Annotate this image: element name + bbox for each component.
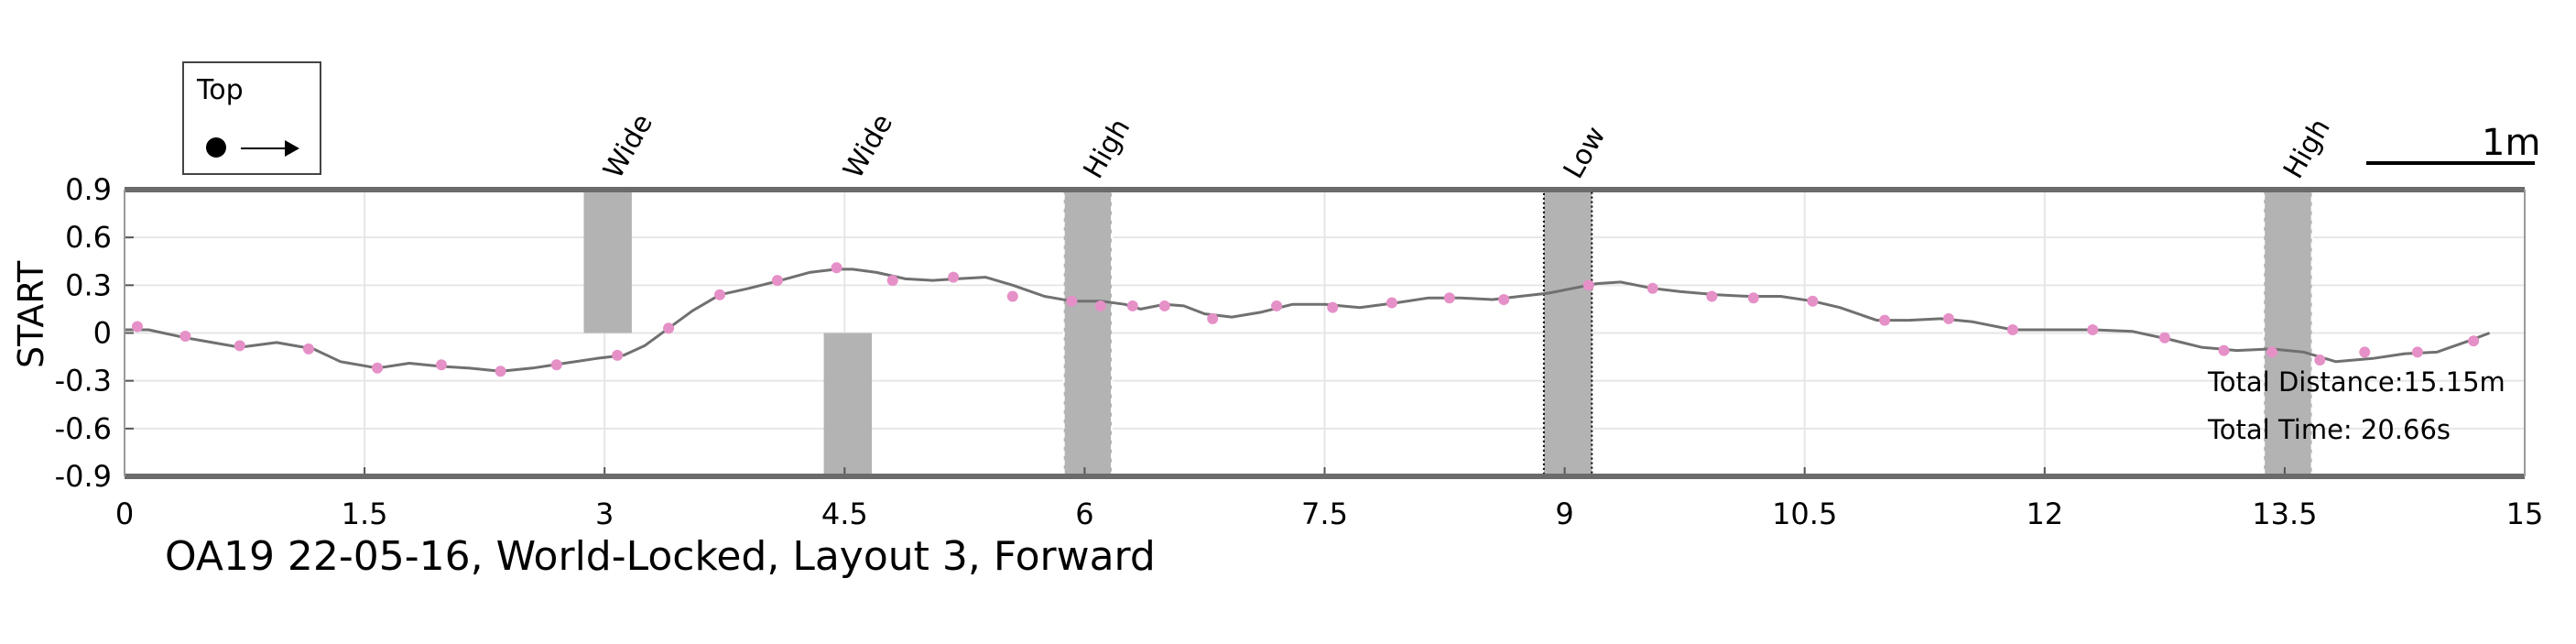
trajectory-marker <box>179 330 191 342</box>
trajectory-path <box>125 267 2491 373</box>
total-time: Total Time: 20.66s <box>2208 414 2451 445</box>
tick-labels: 0 1.5 3 4.5 6 7.5 9 10.5 12 13.5 15 0.9 0.6 0.3 0 -0.3 -… <box>55 172 2544 531</box>
trajectory-marker <box>550 359 562 371</box>
trajectory-marker <box>2218 344 2230 356</box>
trajectory-marker <box>2266 346 2277 358</box>
trajectory-marker <box>2359 346 2371 358</box>
trajectory-marker <box>771 275 783 287</box>
trajectory-marker <box>831 262 842 274</box>
obstacle-label: Wide <box>837 109 899 184</box>
trajectory-marker <box>2314 355 2326 366</box>
trajectory-marker <box>886 275 898 287</box>
obstacle-high <box>1062 189 1114 477</box>
x-tick-label: 9 <box>1555 497 1573 531</box>
y-tick-label: 0.9 <box>65 172 112 207</box>
y-tick-label: -0.9 <box>55 459 112 494</box>
trajectory-line <box>125 267 2491 373</box>
x-tick-label: 1.5 <box>342 497 388 531</box>
trajectory-marker <box>1942 312 1954 324</box>
trajectory-marker <box>1582 279 1594 291</box>
trajectory-marker <box>1094 300 1106 311</box>
x-tick-label: 7.5 <box>1301 497 1348 531</box>
trajectory-marker <box>1879 314 1891 326</box>
trajectory-marker <box>1006 290 1018 302</box>
x-tick-label: 10.5 <box>1772 497 1837 531</box>
x-tick-label: 0 <box>115 497 134 531</box>
plot-frame <box>124 187 2526 479</box>
x-tick-label: 12 <box>2026 497 2063 531</box>
trajectory-marker <box>495 366 506 377</box>
y-tick-label: 0 <box>93 316 112 351</box>
obstacle-wide <box>823 333 873 476</box>
trajectory-marker <box>1706 290 1718 302</box>
legend: Top <box>182 61 321 175</box>
trajectory-marker <box>1126 300 1138 311</box>
trajectory-marker <box>948 271 960 283</box>
trajectory-marker <box>612 349 624 361</box>
trajectory-marker <box>1066 295 1078 307</box>
trajectory-marker <box>2158 332 2170 344</box>
scale-bar <box>2366 161 2535 165</box>
trajectory-marker <box>302 343 314 355</box>
legend-marker-icon <box>206 137 226 158</box>
trajectory-marker <box>234 340 245 352</box>
trajectory-marker <box>714 289 726 300</box>
legend-arrow-icon <box>241 140 299 157</box>
y-tick-label: 0.3 <box>65 267 112 302</box>
scale-bar-label: 1m <box>2482 122 2541 164</box>
total-distance: Total Distance:15.15m <box>2208 366 2505 398</box>
trajectory-marker <box>2006 324 2018 336</box>
trajectory-marker <box>1327 301 1339 313</box>
x-tick-label: 4.5 <box>821 497 868 531</box>
trajectory-marker <box>2468 335 2480 347</box>
trajectory-marker <box>1158 300 1170 311</box>
x-tick-label: 6 <box>1075 497 1093 531</box>
trajectory-marker <box>1807 295 1819 307</box>
trajectory-marker <box>1647 282 1658 294</box>
trajectory-marker <box>372 362 384 374</box>
x-tick-label: 3 <box>595 497 614 531</box>
obstacle-label: Wide <box>597 109 659 184</box>
x-tick-label: 13.5 <box>2252 497 2317 531</box>
y-axis-label: START <box>11 260 51 368</box>
trajectory-marker <box>1207 312 1219 324</box>
obstacle-low <box>1542 189 1593 477</box>
y-tick-label: 0.6 <box>65 220 112 255</box>
trajectory-marker <box>1498 293 1510 305</box>
legend-title: Top <box>197 74 244 106</box>
trajectory-marker <box>2411 346 2423 358</box>
obstacle-wide <box>583 190 632 333</box>
trajectory-marker <box>1443 292 1455 304</box>
obstacle-label: High <box>1078 114 1137 184</box>
y-tick-label: -0.6 <box>55 411 112 446</box>
obstacle-label: High <box>2277 114 2337 184</box>
x-tick-label: 15 <box>2506 497 2544 531</box>
trajectory-marker <box>1386 297 1397 309</box>
obstacles <box>583 189 2313 477</box>
trajectory-marker <box>663 322 675 334</box>
trajectory-marker <box>435 359 447 371</box>
obstacle-labels: Wide Wide High Low High <box>597 109 2336 184</box>
chart-caption: OA19 22-05-16, World-Locked, Layout 3, F… <box>165 533 1156 580</box>
trajectory-marker <box>1747 292 1759 304</box>
trajectory-marker <box>1271 300 1283 311</box>
trajectory-marker <box>2087 324 2099 336</box>
trajectory-marker <box>131 321 143 333</box>
obstacle-label: Low <box>1558 121 1613 184</box>
y-tick-label: -0.3 <box>55 364 112 398</box>
trajectory-markers <box>131 262 2480 377</box>
